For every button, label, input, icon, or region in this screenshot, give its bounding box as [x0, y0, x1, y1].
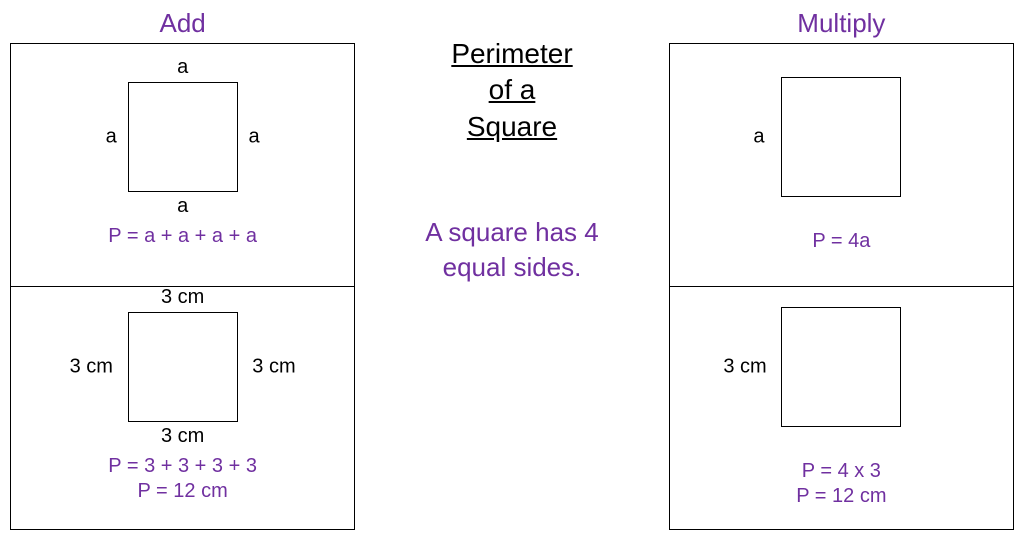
formula-line: P = 12 cm — [108, 479, 257, 504]
subtitle: A square has 4 equal sides. — [425, 215, 598, 285]
square-a-wrap: a — [781, 77, 901, 197]
add-heading: Add — [10, 8, 355, 39]
square-a-wrap: a a a a — [128, 82, 238, 192]
side-label-bottom: 3 cm — [161, 425, 204, 448]
formula-line: P = 3 + 3 + 3 + 3 — [108, 454, 257, 479]
side-label-right: 3 cm — [252, 356, 295, 379]
add-cell-numeric: 3 cm 3 cm 3 cm 3 cm P = 3 + 3 + 3 + 3 P … — [10, 287, 355, 530]
title-line-3: Square — [467, 111, 557, 142]
side-label-bottom: a — [177, 195, 188, 218]
formula-line: P = 4a — [812, 229, 870, 254]
square-3cm-wrap: 3 cm — [781, 307, 901, 427]
side-label-left: a — [753, 125, 764, 148]
add-cell-variable: a a a a P = a + a + a + a — [10, 43, 355, 287]
side-label-left: 3 cm — [723, 356, 766, 379]
title-line-2: of a — [489, 74, 536, 105]
subtitle-line-1: A square has 4 — [425, 217, 598, 247]
square-shape — [128, 312, 238, 422]
side-label-left: a — [106, 125, 117, 148]
formula-line: P = 4 x 3 — [796, 459, 886, 484]
square-shape — [781, 77, 901, 197]
perimeter-infographic: Add a a a a P = a + a + a + a 3 cm 3 cm … — [10, 8, 1014, 530]
formula-multiply-variable: P = 4a — [812, 229, 870, 254]
formula-add-variable: P = a + a + a + a — [108, 224, 257, 249]
title-line-1: Perimeter — [451, 38, 572, 69]
side-label-top: a — [177, 56, 188, 79]
formula-multiply-numeric: P = 4 x 3 P = 12 cm — [796, 459, 886, 509]
multiply-heading: Multiply — [669, 8, 1014, 39]
side-label-top: 3 cm — [161, 286, 204, 309]
side-label-left: 3 cm — [70, 356, 113, 379]
subtitle-line-2: equal sides. — [443, 252, 582, 282]
add-column: Add a a a a P = a + a + a + a 3 cm 3 cm … — [10, 8, 355, 530]
main-title: Perimeter of a Square — [451, 36, 572, 145]
square-shape — [781, 307, 901, 427]
center-column: Perimeter of a Square A square has 4 equ… — [365, 8, 658, 530]
square-shape — [128, 82, 238, 192]
formula-add-numeric: P = 3 + 3 + 3 + 3 P = 12 cm — [108, 454, 257, 504]
square-3cm-wrap: 3 cm 3 cm 3 cm 3 cm — [128, 312, 238, 422]
formula-line: P = a + a + a + a — [108, 224, 257, 249]
multiply-column: Multiply a P = 4a 3 cm P = 4 x 3 P = 12 … — [669, 8, 1014, 530]
side-label-right: a — [249, 125, 260, 148]
multiply-cell-variable: a P = 4a — [669, 43, 1014, 287]
formula-line: P = 12 cm — [796, 484, 886, 509]
multiply-cell-numeric: 3 cm P = 4 x 3 P = 12 cm — [669, 287, 1014, 530]
